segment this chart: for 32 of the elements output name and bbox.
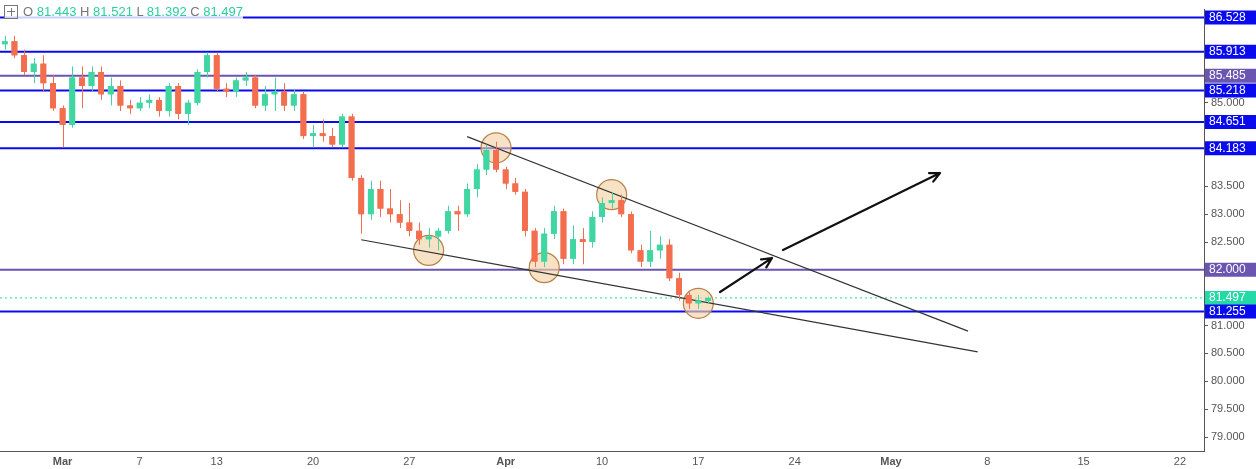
y-tick-label: 79.000 — [1211, 430, 1245, 443]
ref-line-label: 81.255 — [1209, 303, 1247, 318]
ref-line-label: 81.497 — [1209, 290, 1247, 305]
x-tick-label: 7 — [136, 454, 143, 467]
x-tick-label: 10 — [595, 454, 609, 467]
y-tick-label: 79.500 — [1211, 402, 1245, 415]
y-tick-label: 81.000 — [1211, 318, 1245, 331]
ref-line-label: 82.000 — [1209, 262, 1247, 277]
ref-line-label: 84.183 — [1209, 140, 1247, 155]
x-tick-label: 20 — [306, 454, 320, 467]
x-tick-label: 22 — [1173, 454, 1187, 467]
y-tick-label: 85.000 — [1211, 95, 1245, 108]
x-tick-label: 8 — [984, 454, 991, 467]
x-tick-label: 17 — [692, 454, 705, 467]
y-tick-label: 82.500 — [1211, 235, 1245, 248]
ref-line-label: 85.485 — [1209, 67, 1247, 82]
y-tick-label: 83.500 — [1211, 179, 1245, 192]
x-tick-label: 15 — [1077, 454, 1090, 467]
annotation: O 81.443 H 81.521 L 81.392 C 81.497 — [23, 4, 243, 19]
x-tick-label: Mar — [52, 454, 74, 467]
x-tick-label: 27 — [403, 454, 416, 467]
ref-line-label: 85.218 — [1209, 82, 1247, 97]
ref-line-label: 85.913 — [1209, 44, 1247, 59]
x-tick-label: Apr — [496, 454, 516, 467]
ref-line-label: 86.528 — [1209, 9, 1247, 24]
x-tick-label: 24 — [788, 454, 801, 467]
y-tick-label: 80.000 — [1211, 374, 1245, 387]
x-tick-label: 13 — [210, 454, 223, 467]
x-tick-label: May — [880, 454, 903, 467]
ref-line-label: 84.651 — [1209, 114, 1247, 129]
y-tick-label: 80.500 — [1211, 346, 1245, 359]
y-tick-label: 83.000 — [1211, 207, 1245, 220]
